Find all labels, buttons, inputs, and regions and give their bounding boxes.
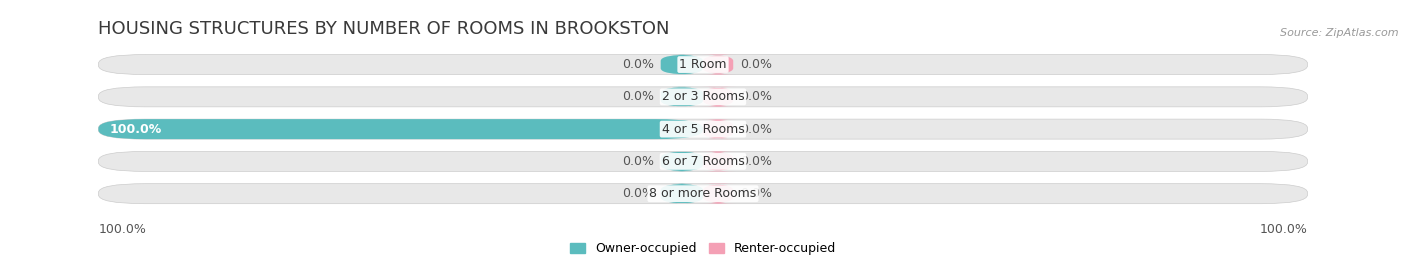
FancyBboxPatch shape [661,87,703,107]
Text: 0.0%: 0.0% [621,58,654,71]
Text: 0.0%: 0.0% [740,90,772,103]
Text: 0.0%: 0.0% [621,90,654,103]
Text: 8 or more Rooms: 8 or more Rooms [650,187,756,200]
Text: 4 or 5 Rooms: 4 or 5 Rooms [662,123,744,136]
FancyBboxPatch shape [700,87,735,107]
FancyBboxPatch shape [98,184,1308,204]
Text: 0.0%: 0.0% [740,155,772,168]
Text: 6 or 7 Rooms: 6 or 7 Rooms [662,155,744,168]
FancyBboxPatch shape [661,184,703,204]
FancyBboxPatch shape [98,119,1308,139]
Text: Source: ZipAtlas.com: Source: ZipAtlas.com [1281,28,1399,38]
FancyBboxPatch shape [661,151,703,171]
Text: 0.0%: 0.0% [621,155,654,168]
FancyBboxPatch shape [700,151,735,171]
FancyBboxPatch shape [661,55,703,75]
FancyBboxPatch shape [700,184,735,204]
FancyBboxPatch shape [700,55,735,75]
FancyBboxPatch shape [98,87,1308,107]
Text: 1 Room: 1 Room [679,58,727,71]
FancyBboxPatch shape [98,55,1308,75]
Legend: Owner-occupied, Renter-occupied: Owner-occupied, Renter-occupied [565,237,841,260]
Text: 0.0%: 0.0% [740,58,772,71]
Text: 2 or 3 Rooms: 2 or 3 Rooms [662,90,744,103]
FancyBboxPatch shape [98,151,1308,171]
Text: HOUSING STRUCTURES BY NUMBER OF ROOMS IN BROOKSTON: HOUSING STRUCTURES BY NUMBER OF ROOMS IN… [98,20,669,38]
Text: 0.0%: 0.0% [740,187,772,200]
FancyBboxPatch shape [98,119,703,139]
Text: 0.0%: 0.0% [621,187,654,200]
Text: 100.0%: 100.0% [98,223,146,236]
Text: 100.0%: 100.0% [110,123,162,136]
FancyBboxPatch shape [700,119,735,139]
Text: 0.0%: 0.0% [740,123,772,136]
Text: 100.0%: 100.0% [1260,223,1308,236]
